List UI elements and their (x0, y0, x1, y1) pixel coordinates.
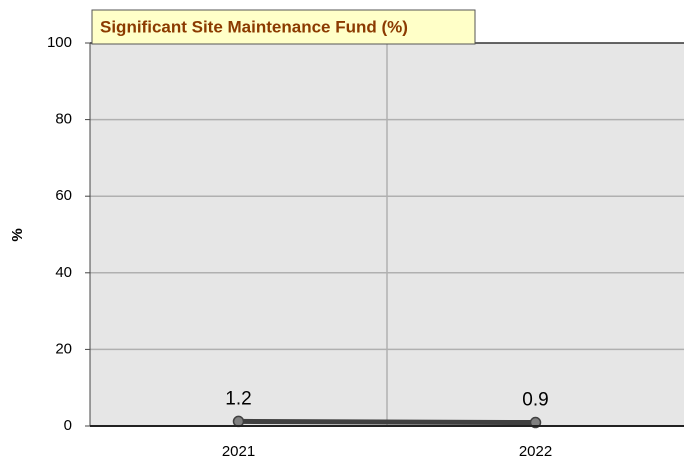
y-tick-label: 20 (55, 340, 72, 357)
y-tick-label: 60 (55, 187, 72, 204)
data-label: 1.2 (225, 388, 251, 409)
point (232, 415, 245, 428)
y-tick-label: 100 (47, 34, 72, 51)
marks: 1.2 0.9 (90, 118, 684, 429)
chart-title: Significant Site Maintenance Fund (%) (100, 17, 408, 36)
x-tick-label: 2022 (519, 443, 552, 460)
y-axis-label: % (9, 228, 26, 241)
y-tick-label: 80 (55, 111, 72, 128)
title-box (91, 9, 476, 45)
y-tick-label: 40 (55, 264, 72, 281)
y-tick-label: 0 (64, 417, 72, 434)
x-tick-label: 2021 (222, 443, 255, 460)
line (238, 418, 536, 426)
data-label: 0.9 (522, 390, 548, 411)
